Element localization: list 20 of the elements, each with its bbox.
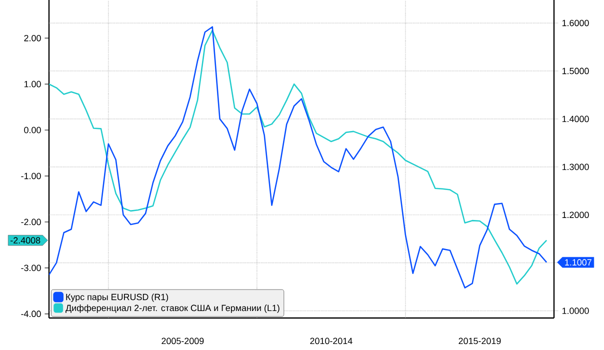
y-tick-label: 2.00 bbox=[24, 34, 41, 42]
y2-tick-label: 1.2000 bbox=[562, 212, 589, 218]
text: 1.1007 bbox=[565, 259, 592, 266]
x-tick-label: 2015-2019 bbox=[458, 338, 501, 344]
legend-label: Курс пары EURUSD (R1) bbox=[66, 294, 168, 302]
y-tick-label: -4.00 bbox=[21, 310, 41, 318]
legend-label: Дифференциал 2-лет. ставок США и Германии (L1) bbox=[66, 304, 280, 313]
text: -2.4008 bbox=[10, 237, 40, 244]
y2-tick-label: 1.4000 bbox=[562, 116, 589, 122]
x-tick-label: 2005-2009 bbox=[162, 338, 204, 344]
y-tick-label: -3.00 bbox=[21, 264, 41, 272]
x-tick-label: 2010-2014 bbox=[310, 338, 352, 344]
y-tick-label: -2.00 bbox=[21, 218, 41, 226]
y-tick-label: 0.00 bbox=[24, 126, 41, 134]
y2-tick-label: 1.3000 bbox=[562, 164, 589, 170]
y-tick-label: -1.00 bbox=[21, 172, 41, 180]
y2-tick-label: 1.6000 bbox=[562, 20, 589, 26]
y2-tick-label: 1.0000 bbox=[562, 308, 589, 314]
y2-tick-label: 1.5000 bbox=[562, 68, 589, 74]
y-tick-label: 1.00 bbox=[24, 80, 41, 88]
